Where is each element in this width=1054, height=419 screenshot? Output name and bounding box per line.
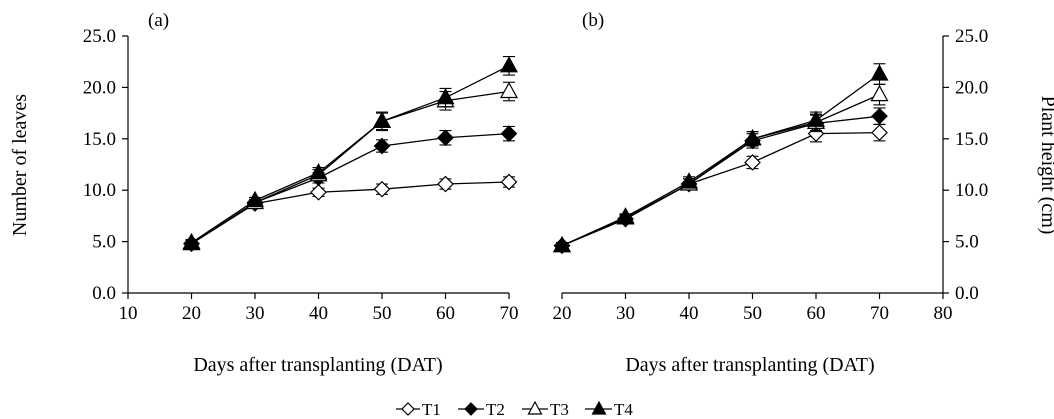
- x-tick-label: 40: [309, 303, 328, 324]
- data-point-t3: [870, 84, 889, 102]
- data-point-t3: [499, 81, 519, 99]
- panel-b-x-axis-title: Days after transplanting (DAT): [625, 354, 874, 376]
- data-point-t1: [437, 175, 454, 193]
- legend-marker-filled-triangle: [591, 400, 607, 415]
- data-point-t2: [871, 107, 888, 125]
- y-tick-label: 5.0: [955, 232, 979, 253]
- legend-marker-open-diamond: [401, 402, 415, 416]
- data-point-t4: [806, 110, 826, 127]
- series-line-t1: [191, 181, 510, 245]
- panel-a-x-axis-title: Days after transplanting (DAT): [193, 354, 442, 376]
- legend-label-t1: T1: [422, 400, 441, 419]
- series-line-t4: [561, 73, 880, 247]
- x-tick-label: 70: [500, 303, 519, 324]
- panel-a-number-of-leaves: 10 20 30 40 50 60 70 0.0 5.0 10.0 15.0 20.0 25.0 (a)…: [9, 10, 519, 376]
- x-tick-label: 40: [680, 303, 699, 324]
- y-tick-label: 5.0: [92, 232, 116, 253]
- data-point-t2: [437, 129, 454, 147]
- y-tick-label: 20.0: [955, 77, 988, 98]
- x-tick-label: 50: [743, 303, 762, 324]
- data-point-t1: [744, 154, 761, 171]
- legend-marker-filled-diamond: [464, 402, 478, 416]
- data-point-t4: [499, 56, 519, 73]
- x-tick-label: 60: [807, 303, 826, 324]
- y-tick-label: 20.0: [83, 77, 116, 98]
- series-line-t3: [191, 90, 510, 245]
- legend-label-t4: T4: [614, 400, 633, 419]
- x-tick-label: 20: [182, 303, 201, 324]
- y-tick-label: 10.0: [83, 180, 116, 201]
- data-point-t4: [245, 190, 265, 208]
- panel-b-plant-height: 20 30 40 50 60 70 800.0 5.0 10.0 15.0 20.0 25.0 (b)…: [553, 10, 1054, 376]
- data-point-t4: [436, 87, 455, 105]
- x-tick-label: 60: [436, 303, 455, 324]
- y-tick-label: 25.0: [955, 26, 988, 47]
- data-point-t4: [616, 207, 635, 224]
- panel-b-plot-area: 20 30 40 50 60 70 800.0 5.0 10.0 15.0 20.0 25.0: [553, 26, 989, 324]
- legend-entry-t2: T2: [458, 400, 505, 419]
- panel-b-y-axis-title: Plant height (cm): [1037, 96, 1054, 235]
- data-point-t4: [309, 162, 328, 180]
- data-point-t4: [679, 172, 699, 189]
- y-tick-label: 15.0: [83, 129, 116, 150]
- data-point-t2: [373, 137, 391, 155]
- data-point-t4: [552, 235, 572, 253]
- panel-a-label: (a): [148, 10, 169, 31]
- series-line-t4: [191, 65, 510, 244]
- y-tick-label: 0.0: [92, 283, 116, 304]
- legend-entry-t3: T3: [522, 400, 569, 419]
- panel-a-plot-area: 10 20 30 40 50 60 70 0.0 5.0 10.0 15.0 20.0 25.0: [83, 26, 519, 324]
- y-tick-label: 10.0: [955, 180, 988, 201]
- series-line-t3: [561, 94, 880, 247]
- data-point-t1: [871, 124, 888, 141]
- legend-entry-t1: T1: [396, 400, 441, 419]
- series-line-t2: [561, 115, 880, 247]
- x-tick-label: 70: [870, 303, 889, 324]
- data-point-t2: [500, 125, 518, 143]
- legend: T1 T2 T3 T4: [396, 400, 633, 419]
- x-tick-label: 10: [119, 303, 138, 324]
- data-point-t4: [870, 64, 889, 81]
- x-tick-label: 20: [553, 303, 572, 324]
- legend-label-t2: T2: [486, 400, 505, 419]
- legend-marker-open-triangle: [527, 400, 543, 415]
- data-point-t1: [500, 173, 518, 191]
- data-point-t1: [310, 183, 327, 201]
- y-tick-label: 0.0: [955, 283, 979, 304]
- x-tick-label: 30: [616, 303, 635, 324]
- data-point-t4: [743, 129, 762, 146]
- x-tick-label: 30: [246, 303, 265, 324]
- x-tick-label: 80: [934, 303, 953, 324]
- panel-a-y-axis-title: Number of leaves: [9, 94, 31, 236]
- legend-label-t3: T3: [550, 400, 569, 419]
- y-tick-label: 25.0: [83, 26, 116, 47]
- data-point-t4: [372, 111, 392, 128]
- data-point-t4: [182, 232, 201, 250]
- legend-entry-t4: T4: [585, 400, 633, 419]
- data-point-t1: [373, 180, 391, 198]
- x-tick-label: 50: [373, 303, 392, 324]
- panel-b-label: (b): [582, 10, 604, 31]
- y-tick-label: 15.0: [955, 129, 988, 150]
